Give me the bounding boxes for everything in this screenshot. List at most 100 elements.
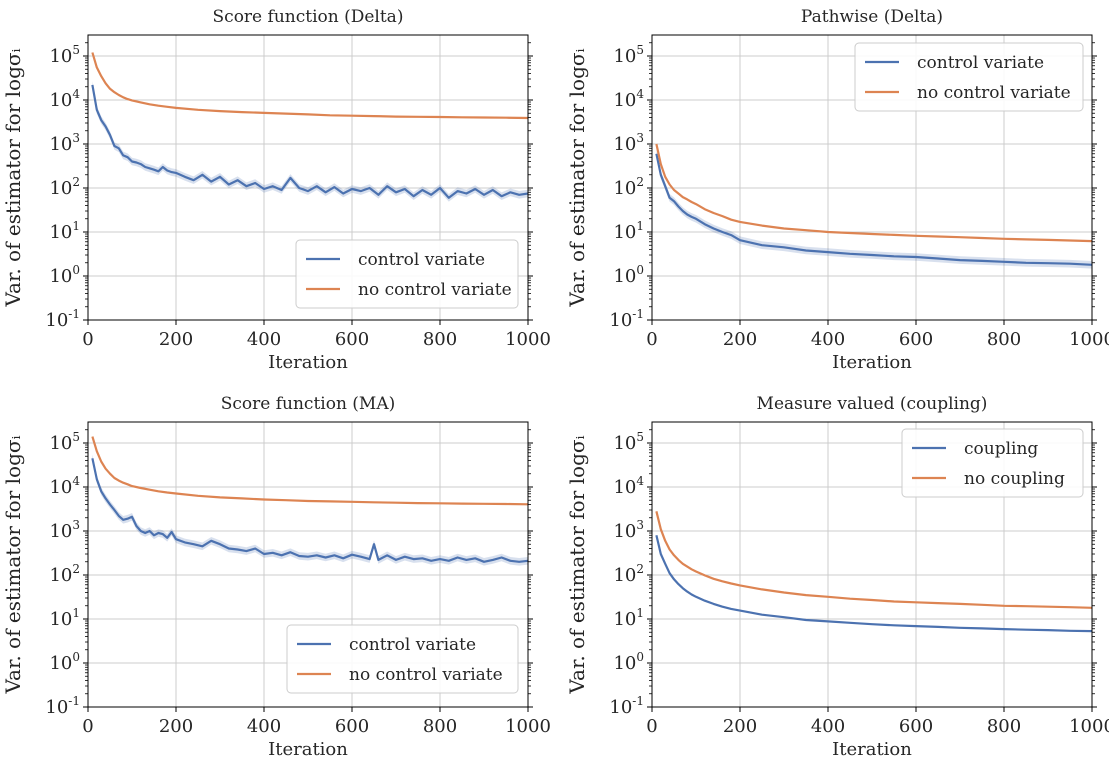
- x-tick-label: 200: [723, 329, 757, 350]
- y-tick-label: 105: [613, 430, 644, 454]
- y-tick-label: 10-1: [609, 307, 644, 331]
- y-tick-label: 10-1: [45, 694, 80, 718]
- y-tick-label: 105: [613, 43, 644, 67]
- y-tick-label: 100: [49, 650, 80, 674]
- y-tick-label: 105: [49, 430, 80, 454]
- legend-box: [286, 624, 519, 694]
- x-axis-label: Iteration: [268, 739, 348, 760]
- legend-label: no control variate: [917, 83, 1071, 103]
- y-tick-label: 101: [613, 219, 644, 243]
- x-tick-label: 0: [82, 716, 93, 737]
- y-tick-label: 102: [49, 562, 80, 586]
- x-tick-label: 400: [247, 716, 281, 737]
- y-tick-label: 101: [49, 606, 80, 630]
- legend-label: control variate: [349, 635, 476, 655]
- legend-label: no control variate: [358, 280, 512, 300]
- y-tick-label: 104: [613, 474, 644, 498]
- x-tick-label: 1000: [505, 716, 551, 737]
- x-tick-label: 800: [987, 329, 1021, 350]
- series-line-2: [91, 436, 529, 506]
- chart-panel-1: 0 200 400 600 800 1000 10-1 100 101 102 103 104 105 S…: [1, 7, 551, 373]
- y-tick-label: 101: [613, 606, 644, 630]
- legend-label: no control variate: [349, 665, 503, 685]
- plot-frame: [651, 34, 1093, 321]
- x-tick-label: 400: [247, 329, 281, 350]
- y-tick-label: 103: [49, 131, 80, 155]
- y-tick-label: 102: [49, 175, 80, 199]
- y-tick-label: 101: [49, 219, 80, 243]
- x-tick-label: 600: [335, 716, 369, 737]
- plot-frame: [651, 421, 1093, 708]
- y-tick-label: 104: [49, 87, 80, 111]
- x-axis-label: Iteration: [268, 352, 348, 373]
- x-tick-label: 800: [987, 716, 1021, 737]
- y-tick-label: 103: [49, 518, 80, 542]
- series-line-2: [91, 52, 529, 120]
- y-axis-label: Var. of estimator for logσᵢ: [1, 48, 25, 307]
- chart-title: Pathwise (Delta): [801, 7, 943, 27]
- x-tick-label: 800: [423, 716, 457, 737]
- series-band-1: [92, 454, 529, 566]
- legend: control variate no control variate: [286, 624, 519, 694]
- x-axis-label: Iteration: [832, 352, 912, 373]
- x-tick-label: 0: [646, 716, 657, 737]
- x-tick-label: 600: [899, 329, 933, 350]
- chart-title: Score function (MA): [221, 394, 396, 414]
- chart-panel-4: 0 200 400 600 800 1000 10-1 100 101 102 103 104 105 M…: [565, 394, 1109, 760]
- x-tick-label: 600: [899, 716, 933, 737]
- y-tick-label: 102: [613, 562, 644, 586]
- y-tick-label: 103: [613, 518, 644, 542]
- y-tick-label: 104: [613, 87, 644, 111]
- plot-frame: [87, 421, 529, 708]
- y-axis-label: Var. of estimator for logσᵢ: [565, 435, 589, 694]
- x-tick-label: 400: [811, 716, 845, 737]
- x-tick-label: 200: [159, 329, 193, 350]
- y-axis-label: Var. of estimator for logσᵢ: [1, 435, 25, 694]
- y-tick-label: 102: [613, 175, 644, 199]
- x-tick-label: 600: [335, 329, 369, 350]
- legend-box: [901, 428, 1084, 498]
- series-line-2: [655, 511, 1093, 609]
- x-tick-label: 1000: [1069, 716, 1109, 737]
- series-line-1: [655, 535, 1093, 633]
- x-tick-label: 800: [423, 329, 457, 350]
- y-tick-label: 105: [49, 43, 80, 67]
- y-tick-label: 10-1: [45, 307, 80, 331]
- chart-title: Measure valued (coupling): [757, 394, 988, 414]
- x-tick-label: 0: [646, 329, 657, 350]
- x-axis-label: Iteration: [832, 739, 912, 760]
- legend-box: [854, 42, 1084, 112]
- y-axis-label: Var. of estimator for logσᵢ: [565, 48, 589, 307]
- y-tick-label: 100: [49, 263, 80, 287]
- legend-label: control variate: [917, 53, 1044, 73]
- series-line-1: [655, 153, 1093, 266]
- x-tick-label: 1000: [1069, 329, 1109, 350]
- series-band-1: [92, 81, 529, 202]
- y-tick-label: 100: [613, 650, 644, 674]
- x-tick-label: 200: [159, 716, 193, 737]
- chart-panel-3: 0 200 400 600 800 1000 10-1 100 101 102 103 104 105 S…: [1, 394, 551, 760]
- y-tick-label: 10-1: [609, 694, 644, 718]
- x-tick-label: 200: [723, 716, 757, 737]
- plot-frame: [87, 34, 529, 321]
- legend: control variate no control variate: [295, 239, 519, 309]
- series-line-1: [91, 84, 529, 199]
- legend: coupling no coupling: [901, 428, 1084, 498]
- legend-label: coupling: [964, 439, 1038, 459]
- legend: control variate no control variate: [854, 42, 1084, 112]
- chart-title: Score function (Delta): [213, 7, 404, 27]
- x-tick-label: 1000: [505, 329, 551, 350]
- legend-label: no coupling: [964, 469, 1065, 489]
- legend-box: [295, 239, 519, 309]
- y-tick-label: 100: [613, 263, 644, 287]
- series-band-1: [656, 150, 1092, 269]
- y-tick-label: 104: [49, 474, 80, 498]
- x-tick-label: 400: [811, 329, 845, 350]
- x-tick-label: 0: [82, 329, 93, 350]
- chart-panel-2: 0 200 400 600 800 1000 10-1 100 101 102 103 104 105 P…: [565, 7, 1109, 373]
- legend-label: control variate: [358, 250, 485, 270]
- y-tick-label: 103: [613, 131, 644, 155]
- series-line-1: [91, 458, 529, 563]
- series-line-2: [655, 143, 1093, 243]
